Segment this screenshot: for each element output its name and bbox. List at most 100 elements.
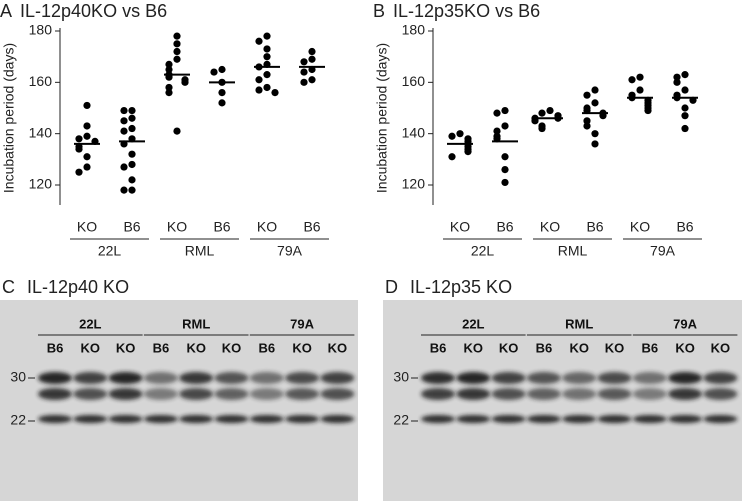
data-point [83, 132, 91, 140]
band [249, 388, 284, 400]
blot-title: IL-12p40 KO [27, 277, 129, 297]
data-point [218, 99, 226, 107]
band [421, 372, 455, 384]
data-point [448, 153, 456, 161]
band [214, 415, 249, 423]
lane-label: KO [711, 340, 731, 355]
data-point [583, 117, 591, 125]
lane-label: KO [292, 340, 312, 355]
y-axis-label: Incubation period (days) [1, 43, 17, 193]
data-point [501, 178, 509, 187]
panel-letter: C [2, 277, 15, 297]
data-point [681, 124, 689, 133]
band [597, 372, 632, 384]
data-point [165, 65, 173, 74]
y-axis-label: Incubation period (days) [374, 43, 390, 193]
chart-title: IL-12p35KO vs B6 [393, 1, 540, 21]
y-tick-label: 180 [402, 22, 426, 38]
band [526, 388, 561, 400]
lane-label: KO [328, 340, 348, 355]
group-label: 79A [650, 243, 676, 259]
band [491, 372, 526, 384]
data-point [263, 83, 271, 92]
band [632, 388, 667, 400]
data-point [165, 83, 173, 92]
blot-title: IL-12p35 KO [410, 277, 512, 297]
lane-label: KO [605, 340, 625, 355]
data-point [456, 130, 464, 138]
x-tick-label: KO [257, 219, 277, 235]
data-point [75, 135, 83, 143]
data-point [83, 163, 91, 171]
data-point [501, 122, 509, 130]
blot-group-label: 22L [462, 316, 484, 331]
x-tick-label: KO [167, 219, 187, 235]
band [249, 372, 284, 384]
band [597, 415, 632, 423]
lane-label: B6 [153, 340, 170, 355]
band [285, 388, 320, 400]
blot-group-label: RML [182, 316, 210, 331]
data-point [673, 78, 681, 86]
data-point [210, 68, 218, 76]
data-point [591, 140, 599, 148]
lane-label: B6 [47, 340, 64, 355]
data-point [448, 132, 456, 140]
data-point [165, 89, 173, 97]
data-point [464, 148, 472, 156]
band [108, 372, 143, 384]
lane-label: B6 [536, 340, 553, 355]
band [73, 372, 108, 384]
data-point [173, 127, 181, 135]
x-tick-label: B6 [303, 219, 320, 235]
data-point [501, 166, 509, 174]
marker-label: 22 [10, 412, 26, 428]
data-point [128, 150, 136, 158]
data-point [681, 112, 689, 120]
data-point [673, 73, 681, 81]
data-point [120, 127, 128, 135]
data-point [173, 55, 181, 63]
blot-group-label: 22L [79, 316, 101, 331]
lane-label: B6 [641, 340, 658, 355]
band [214, 388, 249, 400]
y-tick-label: 120 [402, 176, 426, 192]
band [562, 415, 597, 423]
y-tick-label: 140 [402, 124, 426, 140]
y-tick-label: 120 [29, 176, 53, 192]
band [179, 372, 214, 384]
x-tick-label: B6 [123, 219, 140, 235]
data-point [83, 101, 91, 110]
band [214, 372, 249, 384]
panel-letter: A [0, 1, 12, 21]
x-tick-label: B6 [213, 219, 230, 235]
data-point [681, 104, 689, 112]
band [143, 415, 178, 423]
data-point [263, 32, 271, 40]
marker-label: 30 [10, 369, 26, 385]
band [491, 388, 526, 400]
band [421, 388, 455, 400]
data-point [308, 76, 316, 84]
data-point [255, 37, 263, 45]
band [38, 372, 72, 384]
band [632, 372, 667, 384]
band [108, 388, 143, 400]
data-point [181, 78, 189, 86]
band [456, 372, 491, 384]
data-point [128, 186, 136, 194]
band [562, 388, 597, 400]
band [703, 415, 738, 423]
data-point [173, 47, 181, 56]
data-point [636, 73, 644, 81]
data-point [591, 130, 599, 138]
band [456, 388, 491, 400]
data-point [120, 163, 128, 171]
x-tick-label: KO [77, 219, 97, 235]
band [285, 372, 320, 384]
lane-label: KO [222, 340, 242, 355]
data-point [165, 60, 173, 68]
data-point [173, 32, 181, 40]
band [456, 415, 491, 423]
panel-letter: D [385, 277, 398, 297]
